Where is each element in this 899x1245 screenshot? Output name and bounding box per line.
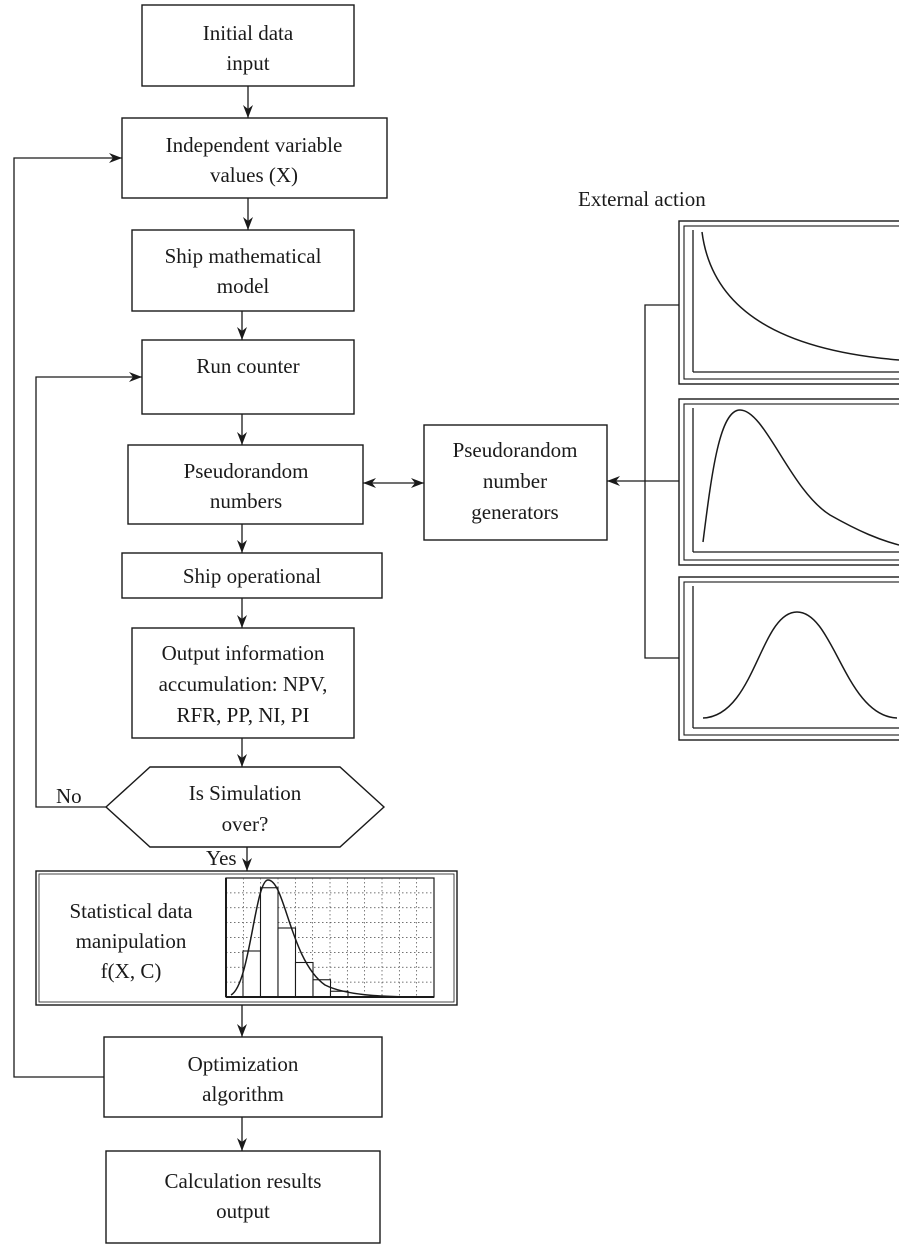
- histogram-density-curve: [230, 879, 421, 998]
- output-information-line-1: Output information: [162, 641, 325, 665]
- ship-mathematical-model-line-1: Ship mathematical: [165, 244, 322, 268]
- histogram-plot: [225, 877, 435, 998]
- optimization-algorithm-line-1: Optimization: [188, 1052, 299, 1076]
- generators-line-1: Pseudorandom: [453, 438, 578, 462]
- ship-operational-label: Ship operational: [183, 564, 321, 588]
- histogram-bar: [277, 927, 297, 998]
- independent-variable-values-line-1: Independent variable: [166, 133, 343, 157]
- pseudorandom-numbers-line-2: numbers: [210, 489, 282, 513]
- pseudorandom-numbers-box: Pseudorandom numbers: [127, 444, 364, 525]
- distribution-panel-skewed: [678, 398, 899, 566]
- statistical-data-manipulation-box: Statistical data manipulation f(X, C): [35, 870, 458, 1006]
- ship-mathematical-model-box: Ship mathematical model: [131, 229, 355, 312]
- calculation-results-line-1: Calculation results: [165, 1169, 322, 1193]
- output-information-line-3: RFR, PP, NI, PI: [176, 703, 309, 727]
- calculation-results-line-2: output: [216, 1199, 270, 1223]
- generators-line-2: number: [483, 469, 547, 493]
- no-label: No: [56, 784, 82, 808]
- optimization-algorithm-line-2: algorithm: [202, 1082, 284, 1106]
- decision-line-2: over?: [222, 812, 269, 836]
- pseudorandom-number-generators-box: Pseudorandom number generators: [423, 424, 608, 541]
- initial-data-input-line-1: Initial data: [203, 21, 294, 45]
- statistical-data-line-1: Statistical data: [69, 899, 193, 923]
- output-information-accumulation-box: Output information accumulation: NPV, RF…: [131, 627, 355, 739]
- yes-label: Yes: [206, 846, 237, 870]
- initial-data-input-line-2: input: [226, 51, 269, 75]
- normal-curve: [702, 611, 898, 719]
- independent-variable-values-line-2: values (X): [210, 163, 298, 187]
- generators-line-3: generators: [471, 500, 558, 524]
- histogram-bar: [242, 950, 262, 998]
- distribution-panel-normal: [678, 576, 899, 741]
- initial-data-input-box: Initial data input: [141, 4, 355, 87]
- decaying-curve: [701, 231, 899, 361]
- is-simulation-over-decision: Is Simulation over?: [104, 766, 386, 848]
- optimization-algorithm-box: Optimization algorithm: [103, 1036, 383, 1118]
- calculation-results-output-box: Calculation results output: [105, 1150, 381, 1244]
- independent-variable-values-box: Independent variable values (X): [121, 117, 388, 199]
- skewed-curve: [702, 409, 899, 546]
- pseudorandom-numbers-line-1: Pseudorandom: [184, 459, 309, 483]
- run-counter-label: Run counter: [196, 354, 299, 378]
- ship-mathematical-model-line-2: model: [217, 274, 270, 298]
- statistical-data-line-2: manipulation: [76, 929, 187, 953]
- output-information-line-2: accumulation: NPV,: [159, 672, 328, 696]
- external-action-label: External action: [578, 187, 706, 211]
- statistical-data-line-3: f(X, C): [101, 959, 162, 983]
- run-counter-box: Run counter: [141, 339, 355, 415]
- histogram-bar: [294, 961, 314, 998]
- histogram-bar: [259, 887, 279, 998]
- distribution-panel-decaying: [678, 220, 899, 385]
- ship-operational-box: Ship operational: [121, 552, 383, 599]
- connectors: [13, 86, 679, 1151]
- decision-line-1: Is Simulation: [189, 781, 302, 805]
